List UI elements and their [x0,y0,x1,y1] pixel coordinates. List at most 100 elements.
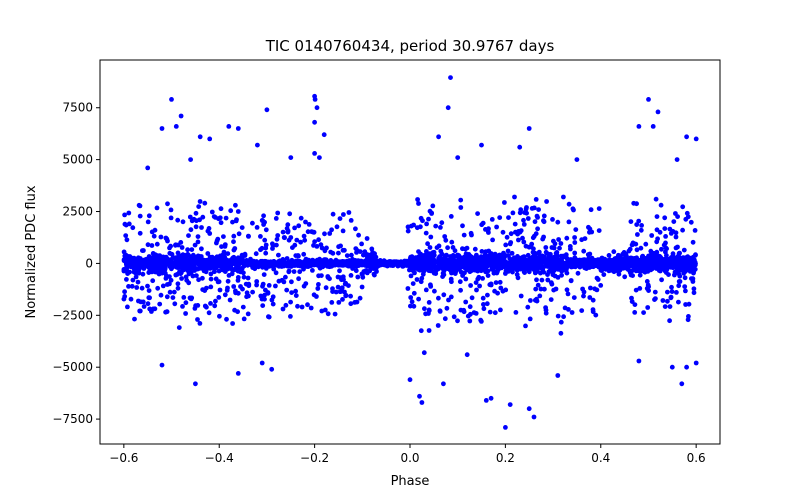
data-point [149,269,155,275]
data-point [305,229,311,235]
data-point [305,302,310,308]
data-point [141,248,146,253]
data-point [633,287,639,293]
data-point [259,218,265,223]
data-point [405,286,411,291]
data-point [248,256,253,262]
data-point [184,277,190,283]
data-point [122,221,128,227]
data-point [224,316,229,322]
data-point [365,262,370,267]
data-point [199,225,204,230]
data-point [535,251,541,257]
data-point [479,249,485,254]
data-point [266,283,272,288]
data-point [500,229,506,235]
data-point [201,268,207,274]
data-point [522,270,527,275]
data-point [365,255,370,261]
data-point [208,301,213,306]
data-point [146,288,152,293]
data-point [424,251,429,257]
data-point [674,157,680,163]
data-point [122,212,127,218]
data-point [393,260,399,266]
data-point [296,223,302,229]
data-point [193,210,199,216]
y-axis-label: Normalized PDC flux [24,185,39,318]
data-point [328,258,334,263]
data-point [685,317,691,323]
data-point [187,295,193,301]
data-point [461,232,467,238]
data-point [357,295,363,301]
data-point [317,265,323,271]
data-point [235,309,241,315]
data-point [691,290,697,296]
data-point [190,273,196,279]
data-point [124,277,129,282]
data-point [626,257,632,262]
data-point [572,235,577,240]
data-point [222,269,228,274]
data-point [407,267,412,273]
data-point [533,231,539,237]
data-point [434,245,440,251]
data-point [330,289,335,294]
data-point [148,261,153,267]
data-point [524,264,530,269]
data-point [178,240,184,245]
data-point [408,303,413,309]
data-point [548,297,554,302]
data-point [532,297,538,303]
data-point [338,243,343,249]
data-point [426,300,432,305]
data-point [468,283,473,288]
data-point [588,285,593,291]
data-point [475,262,480,267]
data-point [637,272,643,278]
data-point [636,218,642,224]
data-point [250,220,255,226]
data-point [134,285,140,290]
data-point [660,298,666,303]
data-point [263,266,269,271]
data-point [145,242,151,248]
data-point [659,277,664,283]
data-point [676,299,681,305]
data-point [562,305,568,311]
data-point [173,242,179,248]
data-point [636,358,642,364]
data-point [195,239,201,245]
data-point [484,268,490,274]
data-point [657,229,663,235]
data-point [355,274,361,280]
data-point [599,255,605,261]
data-point [372,272,377,278]
data-point [653,196,659,202]
data-point [518,293,524,299]
data-point [231,284,237,289]
data-point [423,287,429,293]
data-point [292,242,298,248]
data-point [551,287,557,293]
data-point [523,323,528,329]
data-point [126,210,132,216]
data-point [431,256,436,262]
data-point [483,261,489,267]
data-point [330,211,336,217]
data-point [344,253,350,258]
data-point [675,254,681,260]
data-point [213,276,219,282]
data-point [175,217,181,223]
data-point [426,328,432,333]
data-point [335,284,341,290]
data-point [554,250,560,255]
data-point [322,231,327,237]
data-point [125,255,131,261]
data-point [535,259,540,265]
data-point [273,283,278,289]
data-point [238,284,243,289]
data-point [308,305,314,311]
data-point [276,252,281,258]
